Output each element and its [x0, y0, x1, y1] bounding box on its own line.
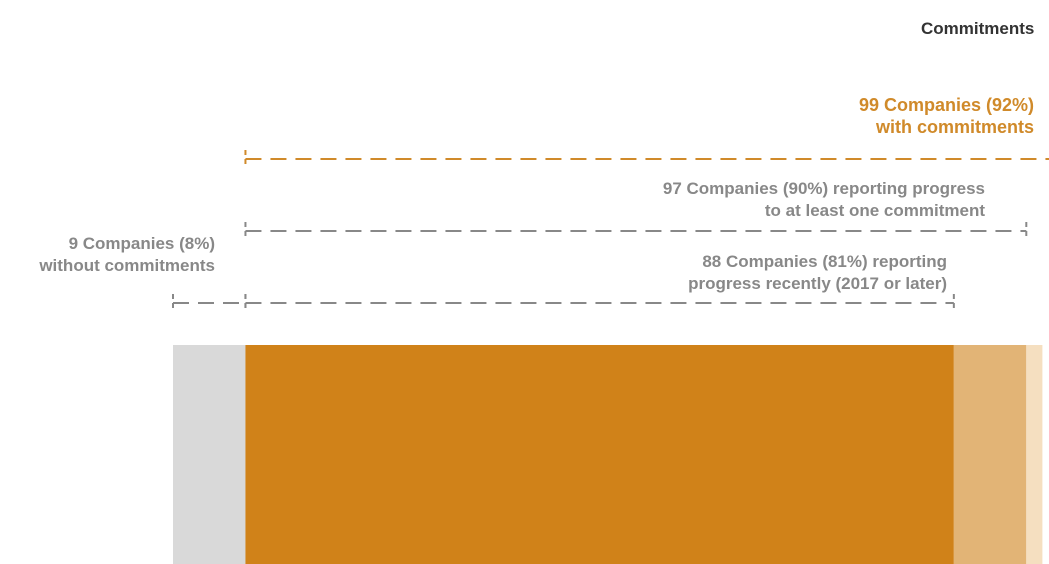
without-commitments-line1: 9 Companies (8%)	[68, 234, 215, 253]
reporting-progress-line2: to at least one commitment	[764, 201, 985, 220]
recent-progress-label: 88 Companies (81%) reporting progress re…	[688, 251, 947, 295]
bar-segment-1	[173, 345, 246, 564]
with-commitments-line2: with commitments	[875, 117, 1034, 137]
bar-segment-3	[953, 345, 1027, 564]
recent-progress-line2: progress recently (2017 or later)	[688, 274, 947, 293]
reporting-progress-line1: 97 Companies (90%) reporting progress	[662, 179, 985, 198]
bracket-with-commitments	[244, 150, 1049, 168]
reporting-progress-label: 97 Companies (90%) reporting progress to…	[663, 178, 985, 222]
bracket-without-commitments	[172, 294, 247, 312]
bracket-lines	[172, 150, 1049, 312]
without-commitments-line2: without commitments	[39, 256, 215, 275]
bar-segment-2	[245, 345, 954, 564]
chart-title: Commitments	[921, 19, 1035, 38]
with-commitments-label: 99 Companies (92%) with commitments	[859, 94, 1034, 138]
bracket-recent-progress	[244, 294, 955, 312]
without-commitments-label: 9 Companies (8%) without commitments	[39, 233, 215, 277]
recent-progress-line1: 88 Companies (81%) reporting	[702, 252, 947, 271]
stacked-bar	[173, 345, 1043, 564]
bracket-reporting-progress	[244, 222, 1028, 240]
with-commitments-line1: 99 Companies (92%)	[858, 95, 1034, 115]
bar-segment-4	[1026, 345, 1043, 564]
